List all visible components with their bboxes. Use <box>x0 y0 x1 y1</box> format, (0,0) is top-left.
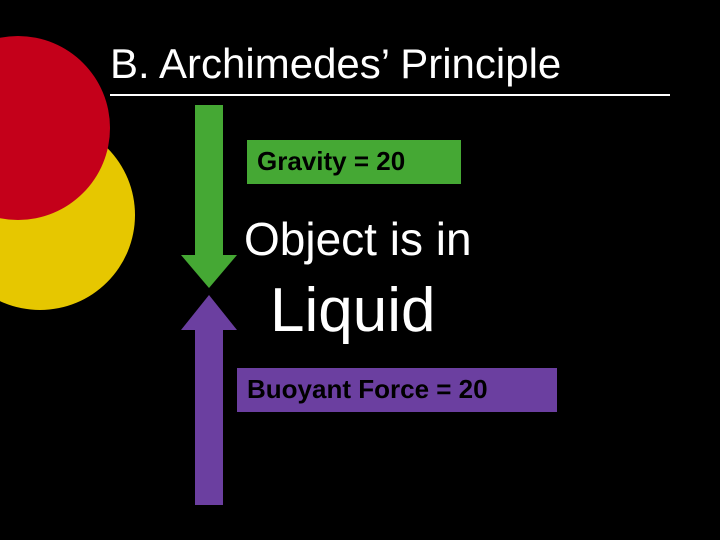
buoyant-arrow-head <box>181 295 237 330</box>
gravity-label: Gravity = 20 <box>247 140 461 184</box>
object-text-line1: Object is in <box>244 212 472 266</box>
slide-title: B. Archimedes’ Principle <box>110 40 561 88</box>
buoyant-force-label: Buoyant Force = 20 <box>237 368 557 412</box>
gravity-arrow-shaft <box>195 105 223 255</box>
title-underline <box>110 94 670 96</box>
buoyant-arrow-shaft <box>195 330 223 505</box>
gravity-arrow-head <box>181 255 237 288</box>
object-text-line2: Liquid <box>270 275 435 346</box>
